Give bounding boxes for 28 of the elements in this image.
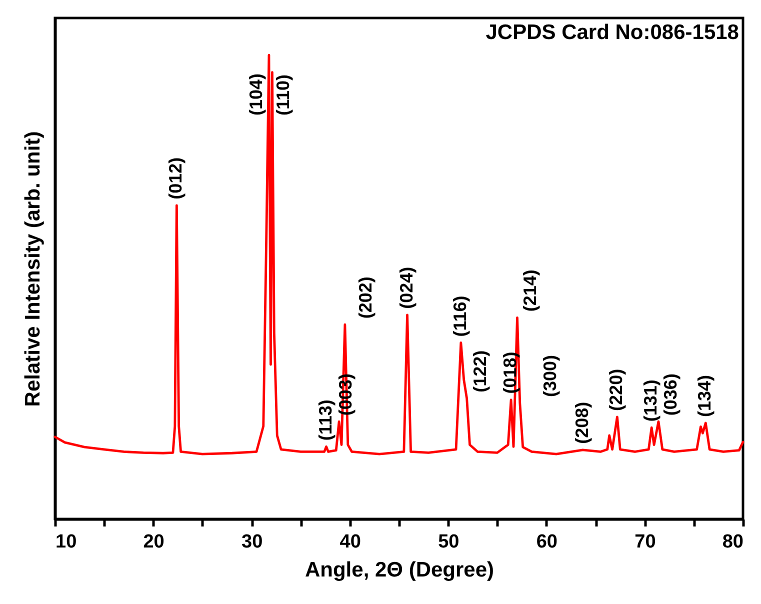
x-tick-label: 80 [722,532,744,552]
x-tick-label: 10 [56,532,77,552]
annotation: (134) [694,374,715,417]
text: JCPDS Card No:086-1518 [486,21,740,44]
x-axis-title: Angle, 2Θ (Degree) [304,558,494,582]
annotation: (012) [166,157,186,200]
x-tick-label: 30 [242,532,263,552]
annotation: (131) [640,380,661,422]
annotation: (110) [273,74,294,116]
annotation: (003) [335,374,356,416]
annotation: (300) [540,354,560,398]
annotation: (018) [500,352,520,394]
annotation: (113) [315,400,336,441]
annotation: (208) [572,402,592,444]
annotation: (104) [246,73,266,116]
annotation: (220) [606,368,626,411]
y-axis-title: Relative Intensity (arb. unit) [22,131,44,407]
annotation: (024) [396,266,416,309]
x-tick-label: 60 [536,532,558,552]
x-tick-label: 20 [143,532,164,552]
x-tick-label: 70 [634,532,656,552]
x-tick-label: 40 [340,532,361,552]
annotation: (214) [520,270,540,312]
annotation: (116) [450,296,470,337]
annotation: (202) [355,276,376,319]
annotation: (036) [660,374,681,416]
annotation: (122) [470,350,490,392]
x-tick-label: 50 [438,532,460,552]
